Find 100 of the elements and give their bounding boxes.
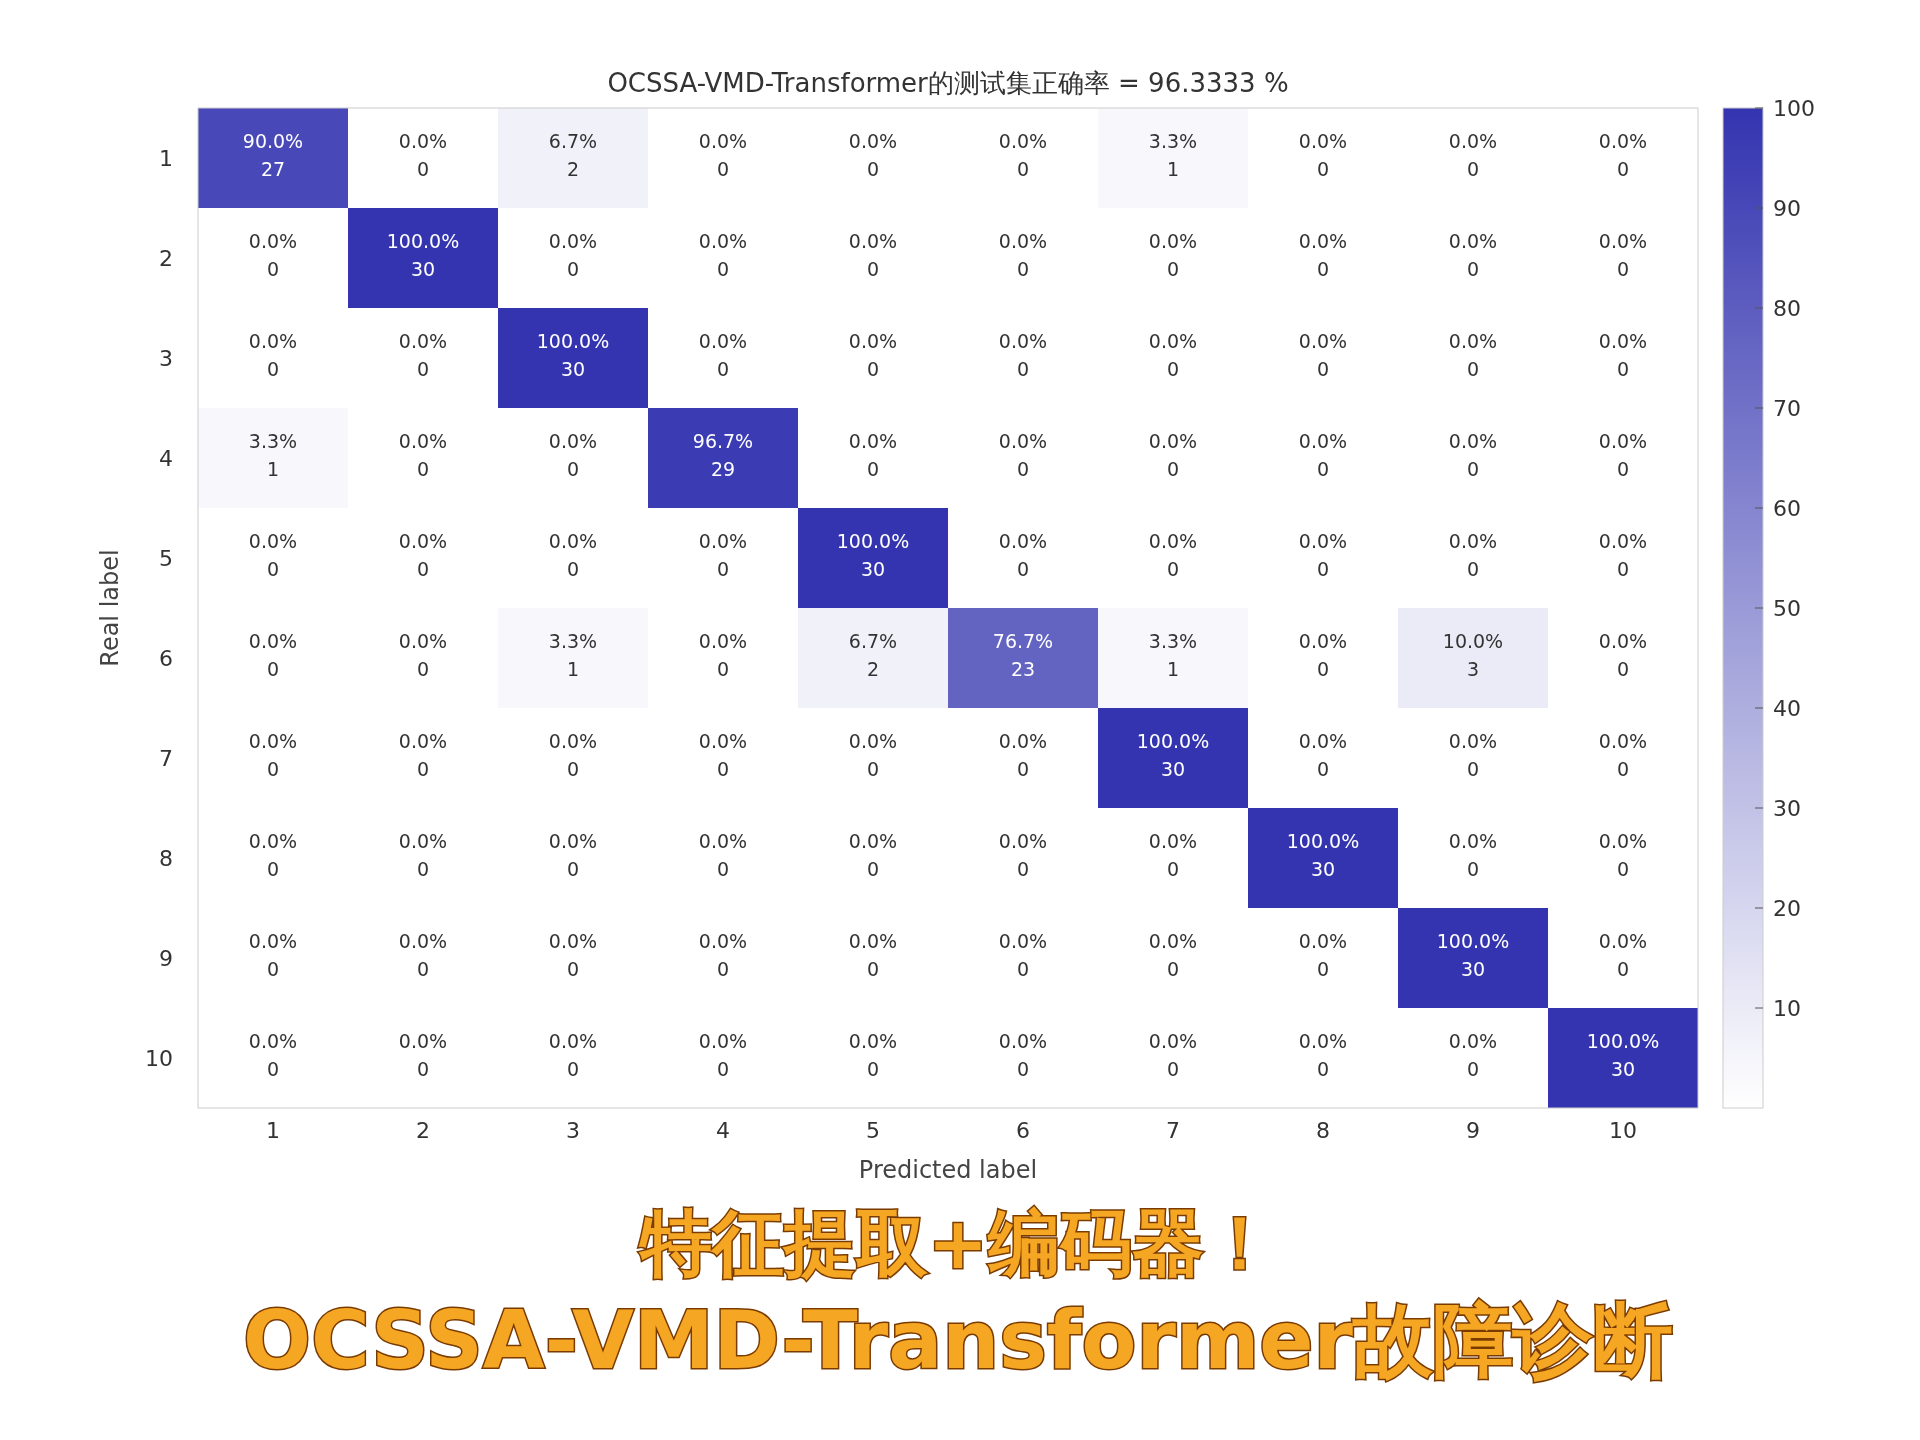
data-label: 0.0% 0: [248, 330, 298, 380]
data-label: 0.0% 0: [398, 730, 448, 780]
data-label: 96.7% 29: [692, 430, 754, 480]
y-tick-label: 4: [159, 446, 173, 471]
data-label: 10.0% 3: [1442, 630, 1504, 680]
data-label: 0.0% 0: [698, 130, 748, 180]
data-label: 0.0% 0: [1148, 930, 1198, 980]
data-label: 0.0% 0: [698, 730, 748, 780]
data-label: 0.0% 0: [1148, 530, 1198, 580]
data-label: 0.0% 0: [848, 1030, 898, 1080]
data-label: 0.0% 0: [248, 530, 298, 580]
data-label: 0.0% 0: [1148, 430, 1198, 480]
color-bar-label: 100: [1773, 96, 1815, 121]
data-label: 0.0% 0: [698, 630, 748, 680]
y-tick-label: 1: [159, 146, 173, 171]
data-label: 0.0% 0: [1148, 230, 1198, 280]
data-label: 0.0% 0: [1148, 830, 1198, 880]
data-label: 0.0% 0: [848, 430, 898, 480]
data-label: 0.0% 0: [398, 830, 448, 880]
x-tick-label: 9: [1466, 1118, 1480, 1143]
data-label: 6.7% 2: [848, 630, 898, 680]
data-label: 0.0% 0: [1448, 1030, 1498, 1080]
data-label: 0.0% 0: [248, 830, 298, 880]
color-bar-label: 20: [1773, 896, 1801, 921]
data-label: 0.0% 0: [1148, 1030, 1198, 1080]
data-label: 0.0% 0: [998, 430, 1048, 480]
data-label: 0.0% 0: [1298, 630, 1348, 680]
x-tick-label: 4: [716, 1118, 730, 1143]
color-bar-label: 10: [1773, 996, 1801, 1021]
data-label: 0.0% 0: [248, 630, 298, 680]
data-label: 0.0% 0: [848, 830, 898, 880]
data-label: 0.0% 0: [1448, 130, 1498, 180]
y-tick-label: 5: [159, 546, 173, 571]
y-tick-label: 9: [159, 946, 173, 971]
data-label: 0.0% 0: [1298, 730, 1348, 780]
data-label: 0.0% 0: [848, 130, 898, 180]
data-label: 0.0% 0: [1448, 430, 1498, 480]
data-label: 0.0% 0: [398, 630, 448, 680]
data-label: 0.0% 0: [398, 130, 448, 180]
data-label: 0.0% 0: [398, 330, 448, 380]
chart-title: OCSSA-VMD-Transformer的测试集正确率 = 96.3333 %: [607, 68, 1289, 98]
data-label: 0.0% 0: [398, 930, 448, 980]
x-tick-label: 2: [416, 1118, 430, 1143]
data-label: 0.0% 0: [848, 230, 898, 280]
color-bar-label: 50: [1773, 596, 1801, 621]
color-bar-label: 60: [1773, 496, 1801, 521]
data-label: 0.0% 0: [698, 830, 748, 880]
data-label: 100.0% 30: [1286, 830, 1360, 880]
data-label: 0.0% 0: [1448, 230, 1498, 280]
data-label: 6.7% 2: [548, 130, 598, 180]
data-label: 3.3% 1: [1148, 130, 1198, 180]
data-label: 0.0% 0: [698, 1030, 748, 1080]
color-bar-label: 70: [1773, 396, 1801, 421]
data-label: 0.0% 0: [398, 1030, 448, 1080]
data-label: 0.0% 0: [698, 230, 748, 280]
data-label: 3.3% 1: [1148, 630, 1198, 680]
y-tick-label: 3: [159, 346, 173, 371]
data-label: 0.0% 0: [698, 330, 748, 380]
data-label: 0.0% 0: [548, 430, 598, 480]
data-label: 0.0% 0: [1298, 530, 1348, 580]
y-tick-label: 10: [145, 1046, 173, 1071]
text: OCSSA-VMD-Transformer故障诊断: [242, 1294, 1674, 1387]
color-bar-label: 40: [1773, 696, 1801, 721]
data-label: 100.0% 30: [1586, 1030, 1660, 1080]
data-label: 0.0% 0: [998, 230, 1048, 280]
data-label: 0.0% 0: [1148, 330, 1198, 380]
data-label: 0.0% 0: [1598, 630, 1648, 680]
data-label: 76.7% 23: [992, 630, 1054, 680]
x-tick-label: 3: [566, 1118, 580, 1143]
y-axis-title: Real label: [96, 549, 124, 667]
data-label: 0.0% 0: [1598, 730, 1648, 780]
data-label: 0.0% 0: [998, 130, 1048, 180]
color-bar-label: 30: [1773, 796, 1801, 821]
data-label: 0.0% 0: [248, 230, 298, 280]
data-label: 0.0% 0: [998, 530, 1048, 580]
color-bar-label: 90: [1773, 196, 1801, 221]
data-label: 0.0% 0: [848, 930, 898, 980]
data-label: 100.0% 30: [536, 330, 610, 380]
data-label: 0.0% 0: [698, 530, 748, 580]
data-label: 0.0% 0: [548, 530, 598, 580]
data-label: 3.3% 1: [248, 430, 298, 480]
data-label: 100.0% 30: [386, 230, 460, 280]
y-tick-label: 6: [159, 646, 173, 671]
data-label: 0.0% 0: [1298, 230, 1348, 280]
data-label: 0.0% 0: [998, 1030, 1048, 1080]
x-tick-label: 10: [1609, 1118, 1637, 1143]
y-tick-label: 8: [159, 846, 173, 871]
data-label: 0.0% 0: [1598, 330, 1648, 380]
data-label: 0.0% 0: [248, 1030, 298, 1080]
data-label: 0.0% 0: [1448, 830, 1498, 880]
data-label: 0.0% 0: [848, 730, 898, 780]
data-label: 0.0% 0: [998, 730, 1048, 780]
data-label: 0.0% 0: [1598, 530, 1648, 580]
x-tick-label: 1: [266, 1118, 280, 1143]
data-label: 0.0% 0: [998, 330, 1048, 380]
data-label: 0.0% 0: [998, 830, 1048, 880]
data-label: 0.0% 0: [1298, 130, 1348, 180]
data-label: 0.0% 0: [998, 930, 1048, 980]
data-label: 0.0% 0: [1598, 430, 1648, 480]
x-tick-label: 5: [866, 1118, 880, 1143]
